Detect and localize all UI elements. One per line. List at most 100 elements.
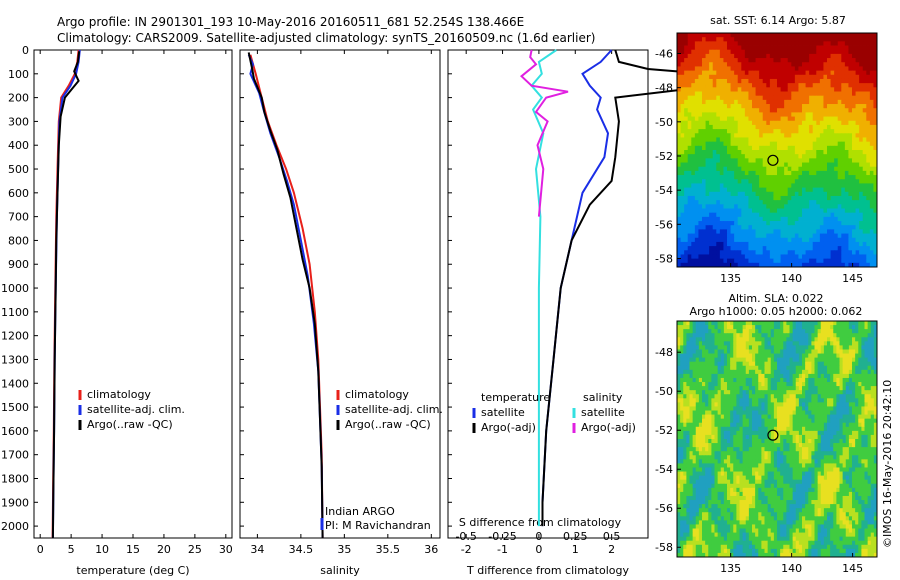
map-pixel xyxy=(805,53,810,59)
map-pixel xyxy=(841,158,846,163)
map-pixel xyxy=(862,154,867,159)
map-pixel xyxy=(812,49,817,55)
map-pixel xyxy=(730,208,735,214)
map-pixel xyxy=(820,382,825,387)
map-pixel xyxy=(802,398,806,403)
map-pixel xyxy=(862,158,867,163)
map-pixel xyxy=(870,329,875,334)
map-pixel xyxy=(819,62,824,67)
map-pixel xyxy=(698,369,703,375)
map-pixel xyxy=(827,200,831,205)
map-pixel xyxy=(802,377,806,383)
map-pixel xyxy=(869,225,874,230)
map-pixel xyxy=(780,321,784,326)
map-pixel xyxy=(687,145,692,151)
map-pixel xyxy=(777,45,781,51)
map-pixel xyxy=(852,91,856,97)
map-pixel xyxy=(852,78,856,84)
map-pixel xyxy=(852,254,856,260)
map-pixel xyxy=(684,162,689,168)
map-pixel xyxy=(687,95,692,101)
map-pixel xyxy=(766,233,771,239)
map-pixel xyxy=(812,116,817,122)
map-pixel xyxy=(869,99,874,105)
map-pixel xyxy=(752,377,756,383)
map-pixel xyxy=(691,191,696,197)
map-pixel xyxy=(869,241,874,247)
map-pixel xyxy=(727,120,731,126)
map-pixel xyxy=(777,402,781,407)
map-pixel xyxy=(755,349,759,354)
map-pixel xyxy=(836,418,840,424)
map-pixel xyxy=(866,108,871,113)
map-pixel xyxy=(737,41,742,46)
map-pixel xyxy=(844,74,849,80)
map-pixel xyxy=(827,195,831,201)
map-pixel xyxy=(677,414,681,420)
map-pixel xyxy=(792,333,797,338)
map-pixel xyxy=(702,216,706,222)
map-pixel xyxy=(716,212,721,218)
map-pixel xyxy=(680,145,685,151)
map-pixel xyxy=(783,361,787,367)
map-pixel xyxy=(680,179,685,184)
map-pixel xyxy=(811,377,815,383)
map-pixel xyxy=(702,258,706,264)
map-pixel xyxy=(737,99,742,105)
map-pixel xyxy=(855,95,860,101)
map-pixel xyxy=(794,74,799,80)
map-pixel xyxy=(873,129,878,134)
map-pixel xyxy=(862,233,867,239)
map-pixel xyxy=(755,229,760,234)
map-pixel xyxy=(761,353,765,359)
map-pixel xyxy=(773,254,778,260)
map-pixel xyxy=(780,83,785,88)
map-pixel xyxy=(691,187,696,193)
map-pixel xyxy=(720,406,725,411)
map-pixel xyxy=(855,137,860,143)
map-pixel xyxy=(694,246,699,251)
map-pixel xyxy=(783,414,787,420)
map-pixel xyxy=(830,99,835,105)
map-pixel xyxy=(819,45,824,51)
y-tick-label: 1600 xyxy=(1,425,29,438)
map-pixel xyxy=(723,357,728,363)
map-pixel xyxy=(723,325,728,330)
map-pixel xyxy=(834,49,839,55)
map-pixel xyxy=(709,179,714,184)
map-pixel xyxy=(798,83,803,88)
map-pixel xyxy=(866,95,871,101)
map-pixel xyxy=(814,349,819,354)
map-pixel xyxy=(769,62,774,67)
map-pixel xyxy=(716,225,721,230)
map-pixel xyxy=(795,349,800,354)
map-pixel xyxy=(730,390,734,395)
map-pixel xyxy=(805,158,810,163)
map-pixel xyxy=(733,349,737,354)
map-pixel xyxy=(859,191,864,197)
map-pixel xyxy=(841,53,846,59)
map-pixel xyxy=(855,398,859,403)
map-pixel xyxy=(852,95,856,101)
map-pixel xyxy=(819,195,824,201)
map-pixel xyxy=(714,365,719,371)
map-pixel xyxy=(839,390,844,395)
map-pixel xyxy=(730,329,734,334)
map-pixel xyxy=(823,204,828,209)
map-pixel xyxy=(739,390,744,395)
map-pixel xyxy=(744,216,749,222)
map-pixel xyxy=(805,108,810,113)
map-pixel xyxy=(759,78,764,84)
map-pixel xyxy=(819,170,824,176)
map-pixel xyxy=(802,246,806,251)
map-pixel xyxy=(748,258,753,264)
map-pixel xyxy=(834,162,839,168)
map-pixel xyxy=(805,422,809,428)
map-pixel xyxy=(809,216,814,222)
map-pixel xyxy=(695,341,700,346)
map-pixel xyxy=(837,49,842,55)
map-pixel xyxy=(837,83,842,88)
map-pixel xyxy=(784,150,789,155)
map-pixel xyxy=(784,62,789,67)
map-pixel xyxy=(834,145,839,151)
